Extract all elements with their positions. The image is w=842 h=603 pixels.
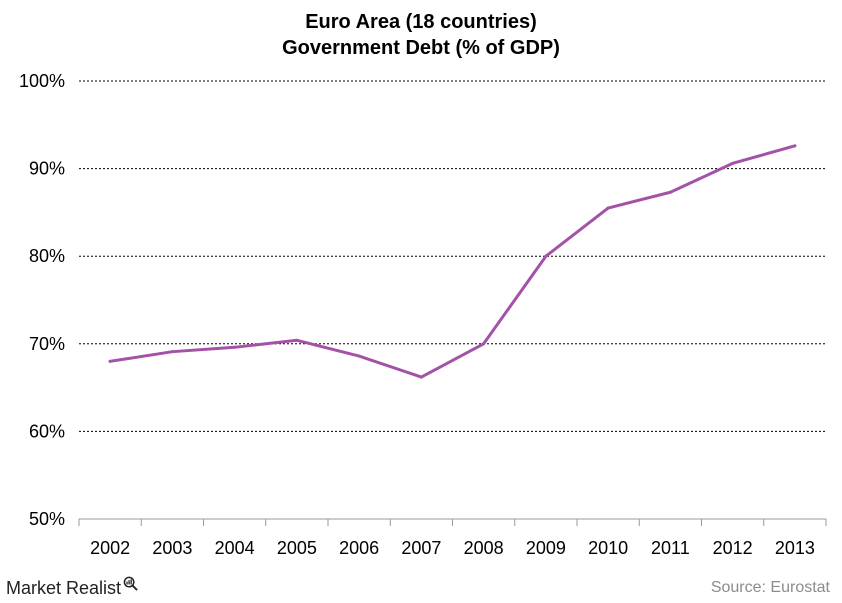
x-tick-label: 2009 bbox=[526, 538, 566, 558]
data-point bbox=[668, 190, 672, 194]
x-tick-label: 2006 bbox=[339, 538, 379, 558]
series-group bbox=[108, 144, 797, 379]
y-tick-label: 80% bbox=[29, 246, 65, 266]
source-note: Source: Eurostat bbox=[710, 579, 830, 596]
data-point bbox=[606, 206, 610, 210]
brand-name: Market Realist bbox=[6, 578, 122, 598]
data-point bbox=[170, 350, 174, 354]
data-point bbox=[419, 375, 423, 379]
y-axis-ticks: 50% 60% 70% 80% 90% 100% bbox=[19, 71, 65, 529]
data-point bbox=[233, 345, 237, 349]
x-tick-label: 2005 bbox=[277, 538, 317, 558]
chart-subtitle: Government Debt (% of GDP) bbox=[282, 37, 560, 59]
magnifier-chart-icon bbox=[123, 576, 138, 591]
x-axis-ticks: 2002 2003 2004 2005 2006 2007 2008 2009 2010 2011… bbox=[90, 538, 815, 558]
x-tick-label: 2010 bbox=[588, 538, 628, 558]
y-tick-label: 100% bbox=[19, 71, 65, 91]
data-point bbox=[357, 354, 361, 358]
y-tick-label: 60% bbox=[29, 421, 65, 441]
x-tick-label: 2007 bbox=[401, 538, 441, 558]
data-point bbox=[482, 342, 486, 346]
x-tick-label: 2003 bbox=[152, 538, 192, 558]
y-tick-label: 90% bbox=[29, 159, 65, 179]
series-line bbox=[108, 144, 797, 379]
x-tick-label: 2004 bbox=[215, 538, 255, 558]
data-point bbox=[544, 254, 548, 258]
brand-watermark: Market Realist bbox=[6, 576, 138, 599]
x-tick-label: 2012 bbox=[713, 538, 753, 558]
gridlines bbox=[79, 80, 826, 432]
y-tick-label: 70% bbox=[29, 334, 65, 354]
x-tick-label: 2013 bbox=[775, 538, 815, 558]
data-point bbox=[731, 161, 735, 165]
x-tick-label: 2008 bbox=[464, 538, 504, 558]
x-tick-label: 2011 bbox=[651, 538, 690, 558]
data-point bbox=[295, 338, 299, 342]
data-point bbox=[793, 144, 797, 148]
x-axis bbox=[78, 518, 827, 526]
data-point bbox=[108, 359, 112, 363]
chart-title: Euro Area (18 countries) bbox=[305, 11, 537, 33]
y-tick-label: 50% bbox=[29, 509, 65, 529]
x-tick-label: 2002 bbox=[90, 538, 130, 558]
